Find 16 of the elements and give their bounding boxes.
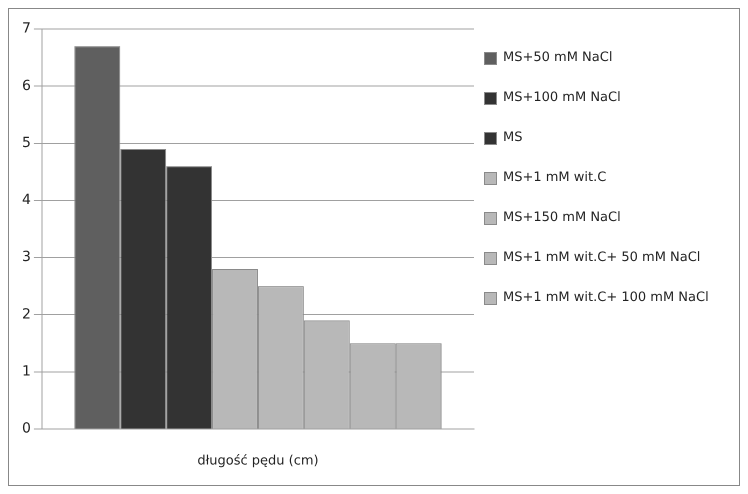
legend-label: MS+1 mM wit.C+ 100 mM NaCl — [503, 289, 709, 307]
legend-label: MS+150 mM NaCl — [503, 209, 621, 227]
y-tick-label: 7 — [22, 20, 31, 37]
y-tick-label: 4 — [22, 192, 31, 208]
y-tick-label: 1 — [22, 364, 31, 380]
y-tick-label: 6 — [22, 78, 31, 94]
legend-label: MS — [503, 129, 522, 147]
legend-label: MS+100 mM NaCl — [503, 89, 621, 107]
y-tick-label: 5 — [22, 134, 31, 151]
legend-label: MS+1 mM wit.C+ 50 mM NaCl — [503, 249, 700, 267]
x-axis-title: długość pędu (cm) — [197, 454, 319, 469]
y-tick-label: 0 — [22, 420, 31, 437]
y-tick-label: 2 — [22, 306, 31, 322]
legend-label: MS+1 mM wit.C — [503, 169, 606, 187]
y-tick-label: 3 — [22, 249, 31, 266]
legend-label: MS+50 mM NaCl — [503, 49, 612, 67]
